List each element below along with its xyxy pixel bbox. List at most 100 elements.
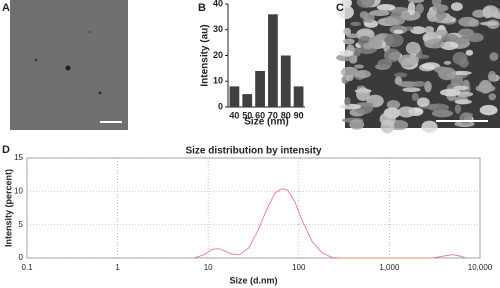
grain	[424, 38, 445, 49]
grain	[369, 9, 390, 17]
plot-frame	[26, 157, 481, 259]
grain	[453, 85, 469, 91]
grain	[384, 15, 406, 26]
grain	[356, 87, 370, 102]
grain	[410, 26, 426, 35]
grain	[377, 58, 393, 69]
grain	[342, 38, 355, 45]
x-tick-label: 90	[294, 110, 304, 120]
grain	[458, 16, 477, 27]
y-tick-label: 20	[213, 50, 223, 60]
grain	[393, 29, 404, 34]
grain	[340, 66, 359, 78]
y-tick-label: 40	[213, 0, 223, 8]
grain	[416, 97, 430, 108]
grain	[337, 5, 354, 20]
bar	[242, 94, 253, 107]
grain	[480, 21, 499, 26]
bar	[268, 14, 278, 107]
grain	[458, 58, 469, 68]
x-tick-label: 0.1	[21, 263, 33, 272]
y-tick-label: 15	[14, 153, 23, 162]
grain	[450, 2, 463, 11]
grain	[400, 10, 421, 21]
grain	[437, 15, 445, 22]
x-tick-label: 10	[204, 263, 213, 272]
panel-label: A	[2, 2, 10, 14]
y-tick-label: 10	[14, 186, 23, 195]
chart-title: Size distribution by intensity	[185, 146, 322, 157]
panel-label: C	[336, 2, 344, 14]
grain	[440, 88, 461, 97]
grain	[339, 103, 362, 110]
x-tick-label: 60	[255, 110, 265, 120]
grain	[390, 11, 402, 17]
particle	[34, 58, 38, 62]
grain	[363, 12, 375, 24]
grain	[489, 52, 499, 61]
grain	[349, 119, 365, 130]
grain	[488, 93, 497, 101]
bar	[293, 86, 304, 107]
y-tick-label: 5	[19, 220, 24, 229]
grain	[350, 21, 362, 26]
x-tick-label: 1,000	[379, 263, 400, 272]
y-tick-label: 0	[19, 253, 24, 262]
particle	[65, 65, 71, 71]
grain	[475, 84, 496, 93]
grain	[431, 109, 453, 118]
grain	[454, 104, 462, 114]
grain	[356, 0, 375, 8]
grain	[357, 102, 375, 107]
grain	[338, 50, 354, 57]
grain	[421, 120, 438, 133]
grain	[424, 26, 435, 34]
grain	[459, 112, 472, 125]
particle	[98, 91, 102, 95]
grain	[482, 5, 499, 18]
grain	[343, 27, 352, 36]
grain	[427, 103, 450, 112]
y-axis-label: Intensity (au)	[200, 24, 211, 86]
x-axis-label: Size (d.nm)	[229, 275, 277, 285]
x-tick-label: 1	[115, 263, 120, 272]
bar	[280, 55, 291, 107]
grain	[431, 0, 442, 8]
grain	[354, 64, 364, 69]
grain	[405, 41, 421, 55]
grain	[383, 48, 401, 63]
grain	[386, 99, 401, 110]
grain	[434, 29, 449, 36]
grain	[356, 29, 371, 35]
grain	[380, 119, 395, 134]
grain	[411, 81, 427, 87]
panel-label: B	[198, 2, 206, 14]
grain	[443, 60, 452, 65]
grain	[407, 1, 416, 16]
panel-label: D	[2, 144, 10, 156]
y-axis-label: Intensity (percent)	[3, 169, 13, 247]
grain	[424, 80, 432, 93]
grain	[344, 96, 351, 106]
grain	[465, 49, 474, 56]
grain	[479, 104, 498, 116]
y-tick-label: 10	[213, 76, 223, 86]
grain	[415, 3, 424, 14]
grain	[384, 33, 404, 48]
grain	[345, 74, 354, 82]
grain	[466, 32, 484, 43]
grain	[487, 70, 497, 82]
grain	[346, 33, 360, 39]
grain	[397, 106, 416, 118]
x-tick-label: 100	[292, 263, 306, 272]
x-tick-label: 80	[281, 110, 291, 120]
grain	[454, 99, 472, 105]
particle	[89, 31, 91, 33]
bar	[255, 70, 265, 107]
x-tick-label: 50	[242, 110, 252, 120]
grain	[368, 35, 383, 49]
data-line	[194, 188, 467, 259]
x-tick-label: 10,000	[468, 263, 493, 272]
grain	[354, 69, 371, 79]
